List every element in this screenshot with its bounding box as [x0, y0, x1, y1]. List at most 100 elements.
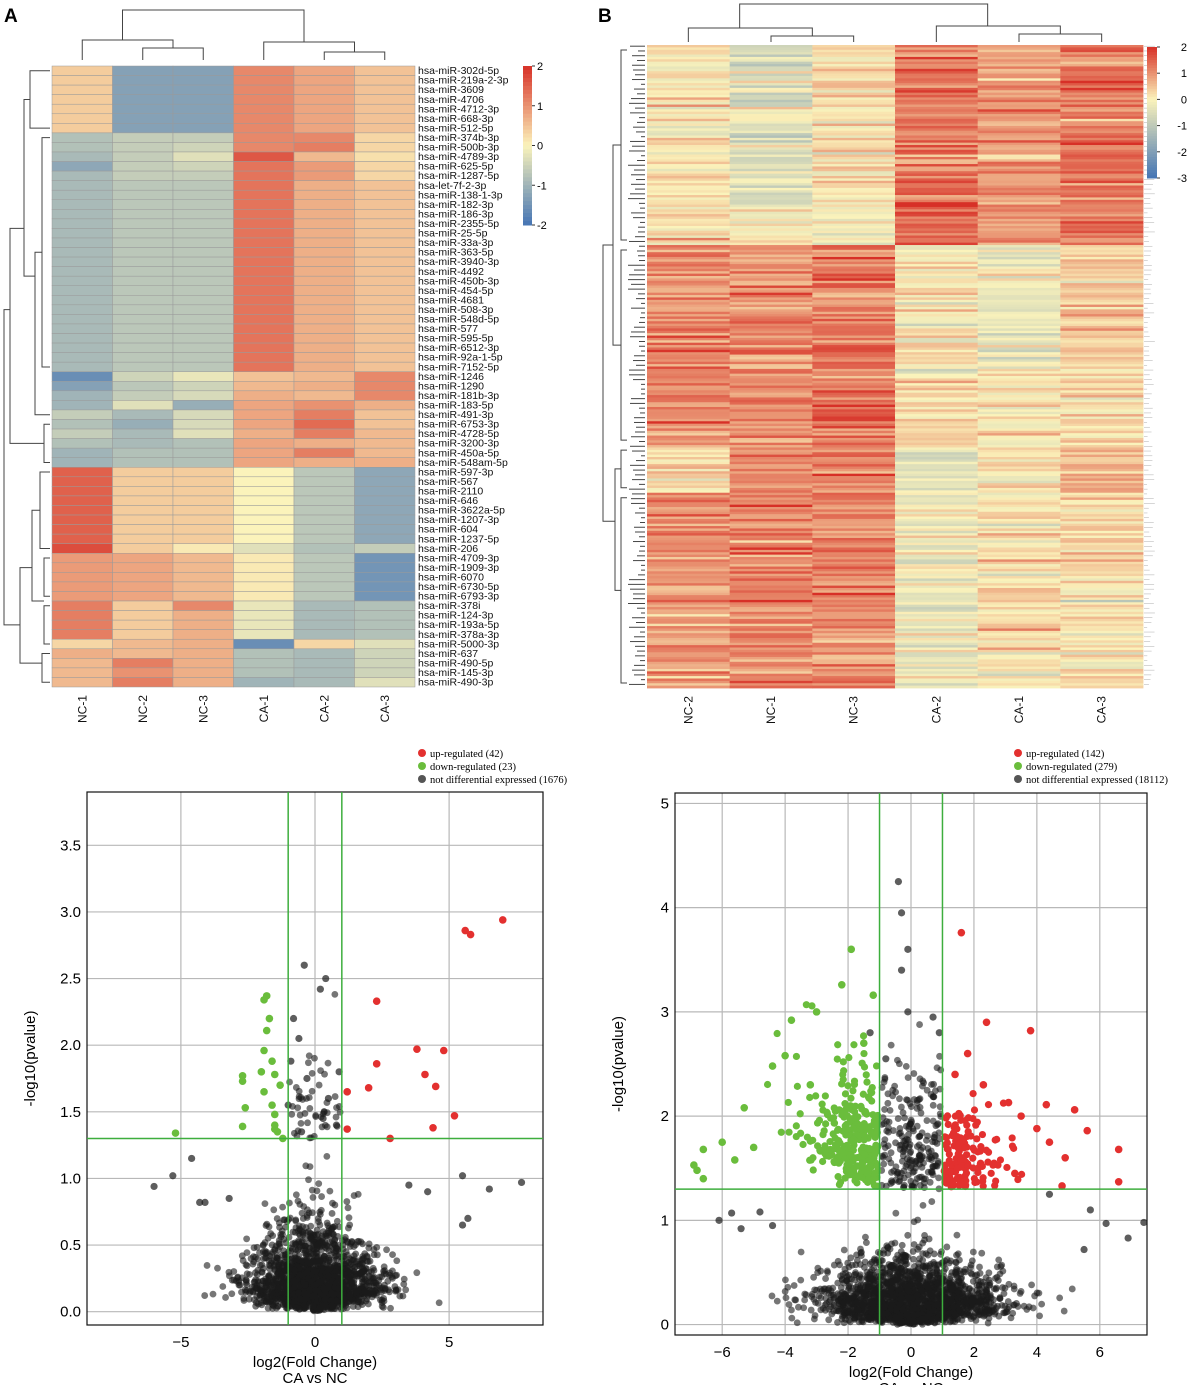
heatmap-b-cell [1060, 397, 1144, 401]
heatmap-b-cell [895, 342, 979, 346]
heatmap-b-cell [729, 485, 813, 489]
heatmap-b-cell [895, 435, 979, 439]
heatmap-a-cell [354, 170, 416, 181]
heatmap-b-cell [895, 228, 979, 232]
heatmap-b-cell [1060, 607, 1144, 610]
heatmap-b-cell [977, 166, 1061, 170]
heatmap-b-cell [729, 180, 813, 184]
heatmap-b-cell [895, 480, 979, 484]
heatmap-b-cell [812, 414, 896, 417]
heatmap-b-cell [977, 316, 1061, 320]
heatmap-a-cell [293, 94, 355, 105]
heatmap-b-cell [729, 654, 813, 658]
heatmap-b-cell [812, 323, 896, 327]
heatmap-b-cell [1060, 657, 1144, 660]
heatmap-b-cell [647, 511, 731, 515]
heatmap-b-cell [729, 116, 813, 120]
heatmap-a-cell [112, 371, 174, 382]
heatmap-b-cell [729, 223, 813, 227]
heatmap-b-cell [729, 187, 813, 191]
heatmap-b-cell [977, 78, 1061, 82]
heatmap-b-cell [977, 654, 1061, 658]
heatmap-b-cell [1060, 349, 1144, 353]
heatmap-b-cell [895, 478, 979, 482]
heatmap-b-cell [729, 304, 813, 308]
heatmap-b-cell [729, 340, 813, 344]
ns-point [296, 1111, 304, 1119]
down-point [276, 1081, 284, 1089]
heatmap-b-cell [729, 626, 813, 629]
ns-point [458, 1221, 467, 1229]
ns-point [310, 1292, 318, 1300]
heatmap-b-cell [729, 366, 813, 370]
heatmap-a-cell [233, 352, 295, 363]
heatmap-b-cell [812, 218, 896, 222]
heatmap-b-cell [647, 59, 731, 63]
heatmap-a-cell [112, 524, 174, 535]
heatmap-b-cell [895, 516, 979, 520]
heatmap-b-cell [812, 599, 896, 603]
heatmap-b-cell [1060, 466, 1144, 470]
heatmap-a-cell [354, 495, 416, 506]
heatmap-a-cell [354, 476, 416, 487]
heatmap-b-cell [812, 509, 896, 513]
heatmap-b-cell [1060, 49, 1144, 53]
heatmap-b-cell [977, 468, 1061, 472]
heatmap-b-cell [812, 564, 896, 567]
colorbar-b-tick-label: -2 [1177, 147, 1187, 159]
ns-point [517, 1178, 526, 1187]
heatmap-b-cell [977, 373, 1061, 377]
heatmap-b-cell [812, 392, 896, 396]
ns-point [295, 1305, 303, 1313]
heatmap-a-cell [293, 667, 355, 678]
ns-point [225, 1268, 233, 1276]
heatmap-a-cell [112, 428, 174, 439]
heatmap-b-cell [729, 685, 813, 689]
heatmap-b-cell [647, 385, 731, 389]
heatmap-b-cell [1060, 223, 1144, 227]
down-point [238, 1077, 247, 1085]
heatmap-a-cell [112, 486, 174, 497]
heatmap-b-cell [895, 559, 979, 563]
heatmap-a-row-label: hsa-miR-450b-3p [418, 275, 499, 287]
heatmap-b-cell [729, 280, 813, 284]
heatmap-b-cell [812, 473, 896, 477]
heatmap-b-cell [729, 435, 813, 439]
ns-point [318, 1123, 326, 1131]
heatmap-b-cell [729, 178, 813, 182]
down-point [238, 1122, 247, 1131]
heatmap-a-cell [293, 562, 355, 573]
heatmap-b-cell [895, 492, 979, 496]
heatmap-b-cell [812, 371, 896, 375]
heatmap-b-cell [812, 268, 896, 272]
heatmap-b-cell [977, 164, 1061, 167]
heatmap-b-cell [1060, 318, 1144, 322]
ns-point [345, 1274, 353, 1281]
heatmap-a-row-label: hsa-miR-219a-2-3p [418, 75, 509, 87]
ns-point [392, 1287, 400, 1295]
heatmap-b-cell [812, 99, 896, 103]
heatmap-b-cell [647, 376, 731, 379]
heatmap-a-cell [233, 75, 295, 86]
heatmap-b-cell [895, 337, 979, 341]
heatmap-b-cell [1060, 161, 1144, 165]
ns-point [325, 1272, 332, 1280]
heatmap-b-cell [977, 290, 1061, 294]
heatmap-b-cell [647, 311, 731, 315]
colorbar-a-tick-label: -2 [537, 220, 547, 232]
heatmap-b-cell [895, 654, 979, 658]
heatmap-b-cell [729, 330, 813, 334]
colorbar-a-segment [523, 141, 532, 146]
heatmap-b-cell [977, 128, 1061, 132]
heatmap-b-cell [895, 621, 979, 625]
heatmap-a-cell [293, 189, 355, 201]
heatmap-b-cell [977, 607, 1061, 610]
heatmap-b-cell [895, 468, 979, 472]
heatmap-a-cell [51, 285, 113, 296]
heatmap-b-cell [1060, 673, 1144, 677]
ns-point [354, 1257, 361, 1265]
up-point [498, 916, 507, 924]
heatmap-b-cell [977, 218, 1061, 222]
ns-point [308, 1069, 316, 1077]
heatmap-b-cell [895, 416, 979, 420]
